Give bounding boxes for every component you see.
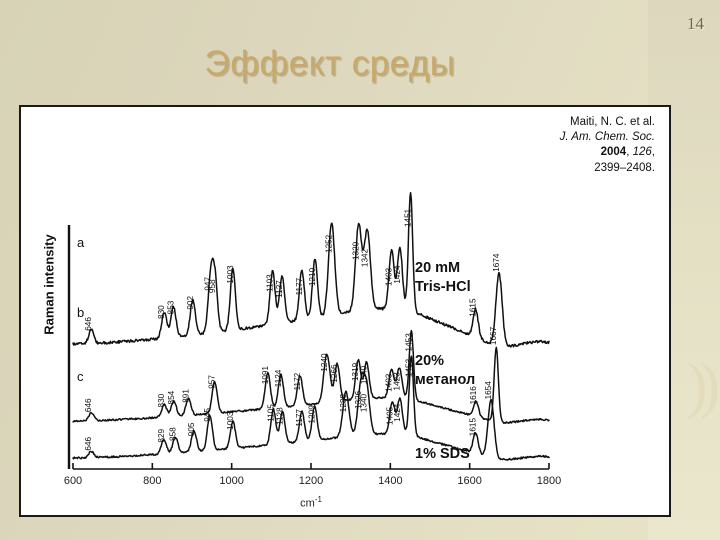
peak-label: 1105 xyxy=(266,404,275,422)
peak-label: 1003 xyxy=(226,411,235,430)
peak-label: 1403 xyxy=(385,373,394,392)
peak-label: 902 xyxy=(186,295,195,309)
peak-label: 905 xyxy=(187,422,196,436)
condition-label-b: 20% метанол xyxy=(415,352,565,389)
peak-label: 646 xyxy=(84,317,93,331)
peak-label: 1340 xyxy=(360,365,369,384)
decorative-watermark-icon: )) xyxy=(686,352,720,420)
peak-label: 1424 xyxy=(393,265,402,284)
peak-label: 1177 xyxy=(295,277,304,295)
citation: Maiti, N. C. et al. J. Am. Chem. Soc. 20… xyxy=(420,115,655,176)
peak-label: 1091 xyxy=(261,365,270,384)
peak-label: 1403 xyxy=(385,267,394,286)
x-axis-label: cm-1 xyxy=(300,495,322,510)
citation-volume: 126 xyxy=(632,146,652,159)
x-tick-label: 800 xyxy=(143,475,162,487)
x-tick-label: 1200 xyxy=(298,475,324,487)
condition-c-line1: 1% SDS xyxy=(415,446,470,462)
trace-letter-c: c xyxy=(77,369,84,384)
peak-label: 1266 xyxy=(330,364,339,383)
peak-label: 1210 xyxy=(308,267,317,286)
peak-label: 646 xyxy=(84,398,93,412)
peak-label: 1342 xyxy=(360,248,369,267)
peak-label: 1128 xyxy=(275,407,284,425)
x-tick-label: 1000 xyxy=(219,475,244,487)
peak-label: 947 xyxy=(204,277,213,291)
x-tick-label: 1400 xyxy=(378,475,403,487)
citation-pages: 2399–2408. xyxy=(594,161,655,174)
condition-b-line2: метанол xyxy=(415,371,476,388)
peak-label: 1252 xyxy=(325,234,334,253)
peak-label: 1127 xyxy=(275,280,284,298)
peak-label: 1124 xyxy=(274,369,283,387)
spectrum-trace-a xyxy=(72,191,550,348)
citation-journal: J. Am. Chem. Soc. xyxy=(559,131,655,144)
condition-label-c: 1% SDS xyxy=(415,445,565,464)
page-number: 14 xyxy=(687,14,704,33)
peak-label: 1326 xyxy=(354,390,363,409)
citation-authors: Maiti, N. C. et al. xyxy=(570,116,655,128)
condition-a-line2: Tris-HCl xyxy=(415,278,471,295)
raman-spectra-figure: Maiti, N. C. et al. J. Am. Chem. Soc. 20… xyxy=(19,105,671,517)
peak-label: 1453 xyxy=(404,333,413,352)
trace-letter-a: a xyxy=(77,235,85,250)
peak-label: 1177 xyxy=(295,409,304,427)
peak-label: 957 xyxy=(208,375,217,389)
peak-label: 1615 xyxy=(469,298,478,317)
peak-label: 1405 xyxy=(385,406,394,425)
peak-label: 891 xyxy=(181,389,190,403)
peak-label: 1103 xyxy=(266,274,275,292)
peak-label: 1319 xyxy=(351,362,360,381)
peak-label: 1615 xyxy=(469,418,478,437)
condition-label-a: 20 mM Tris-HCl xyxy=(415,259,565,296)
condition-b-line1: 20% xyxy=(415,353,445,369)
peak-label: 830 xyxy=(157,393,166,407)
peak-label: 829 xyxy=(157,428,166,442)
peak-label: 1320 xyxy=(352,241,361,260)
spectrum-trace-b xyxy=(72,329,550,425)
peak-label: 1451 xyxy=(404,208,413,227)
page-title: Эффект среды xyxy=(204,44,456,83)
peak-label: 1240 xyxy=(320,353,329,372)
peak-label: 1003 xyxy=(226,265,235,284)
peak-label: 945 xyxy=(203,408,212,422)
citation-year-volume: 2004, 126, xyxy=(420,145,655,160)
citation-sep2: , xyxy=(651,146,655,159)
peak-label: 1674 xyxy=(492,253,501,272)
peak-label: 1667 xyxy=(489,326,498,345)
condition-a-line1: 20 mM xyxy=(415,260,461,276)
peak-label: 1423 xyxy=(392,372,401,391)
peak-label: 1654 xyxy=(484,381,493,400)
peak-label: 1209 xyxy=(308,405,317,424)
peak-label: 1616 xyxy=(469,386,478,405)
peak-label: 1340 xyxy=(360,394,369,413)
peak-label: 830 xyxy=(157,305,166,319)
peak-label: 1172 xyxy=(293,372,302,390)
trace-letter-b: b xyxy=(77,305,85,320)
citation-sep1: , xyxy=(626,146,633,159)
spectrum-trace-c xyxy=(72,355,550,461)
peak-label: 854 xyxy=(167,390,176,404)
x-tick-label: 1600 xyxy=(457,475,482,487)
peak-label: 853 xyxy=(166,300,175,314)
x-tick-label: 1800 xyxy=(536,475,562,487)
peak-label: 1288 xyxy=(339,394,348,413)
plot-area: Raman intensity a b c 646 830 853 902 947 958… xyxy=(21,107,669,515)
x-tick-label: 600 xyxy=(63,475,83,487)
peak-label: 858 xyxy=(168,427,177,441)
peak-label: 1424 xyxy=(393,403,402,422)
peak-label: 646 xyxy=(84,436,93,450)
citation-year: 2004 xyxy=(600,146,627,159)
peak-label: 958 xyxy=(208,279,217,293)
peak-label: 1453 xyxy=(404,358,413,377)
